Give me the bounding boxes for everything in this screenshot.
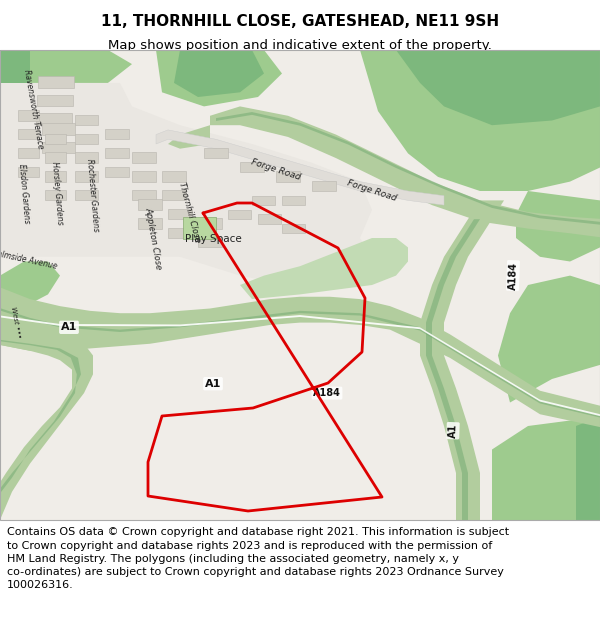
Bar — [45, 152, 66, 162]
Text: Forge Road: Forge Road — [250, 158, 302, 182]
Bar — [45, 134, 66, 144]
Bar — [18, 110, 39, 121]
Bar — [75, 115, 98, 125]
Bar — [75, 134, 98, 144]
Polygon shape — [0, 261, 60, 304]
Bar — [132, 190, 156, 201]
Polygon shape — [0, 328, 93, 520]
Bar — [282, 196, 305, 205]
Bar — [75, 171, 98, 182]
Bar — [183, 217, 216, 239]
Bar — [198, 218, 222, 229]
Polygon shape — [0, 285, 600, 428]
Polygon shape — [576, 417, 600, 520]
Text: Horsley Gardens: Horsley Gardens — [50, 161, 64, 225]
Bar — [168, 228, 192, 238]
Polygon shape — [492, 417, 600, 520]
Text: Holmside Avenue: Holmside Avenue — [0, 248, 58, 271]
Bar — [132, 152, 156, 162]
Text: Forge Road: Forge Road — [346, 179, 398, 203]
Bar — [240, 162, 264, 172]
Text: A184: A184 — [313, 388, 341, 398]
Text: Contains OS data © Crown copyright and database right 2021. This information is : Contains OS data © Crown copyright and d… — [7, 528, 509, 590]
Bar — [276, 171, 300, 182]
Bar — [75, 190, 98, 201]
Polygon shape — [516, 191, 600, 261]
Bar — [282, 224, 305, 233]
Bar — [37, 94, 73, 106]
Bar — [105, 129, 129, 139]
Text: Ravensworth Terrace: Ravensworth Terrace — [22, 68, 44, 149]
Text: Map shows position and indicative extent of the property.: Map shows position and indicative extent… — [108, 39, 492, 52]
Text: Rochester Gardens: Rochester Gardens — [85, 159, 101, 232]
Text: A1: A1 — [61, 322, 77, 332]
Polygon shape — [174, 50, 264, 97]
Text: 11, THORNHILL CLOSE, GATESHEAD, NE11 9SH: 11, THORNHILL CLOSE, GATESHEAD, NE11 9SH — [101, 14, 499, 29]
Bar — [258, 214, 281, 224]
Bar — [18, 129, 39, 139]
Bar — [204, 148, 228, 158]
Bar — [198, 237, 222, 248]
Polygon shape — [0, 88, 372, 285]
Text: Appleton Close: Appleton Close — [143, 206, 163, 270]
Polygon shape — [0, 339, 81, 501]
Polygon shape — [0, 314, 600, 418]
Polygon shape — [216, 112, 600, 225]
Polygon shape — [498, 276, 600, 402]
Bar — [312, 181, 336, 191]
Polygon shape — [0, 50, 132, 106]
Text: Play Space: Play Space — [185, 234, 241, 244]
Text: A1: A1 — [205, 379, 221, 389]
Polygon shape — [378, 50, 600, 125]
Bar — [45, 190, 66, 201]
Bar — [105, 148, 129, 158]
Bar — [38, 76, 74, 88]
Text: Thornhill Close: Thornhill Close — [176, 181, 202, 243]
Bar — [18, 166, 39, 177]
Polygon shape — [168, 106, 600, 238]
Polygon shape — [420, 201, 504, 520]
Text: Elsdon Gardens: Elsdon Gardens — [17, 163, 31, 224]
Bar — [75, 152, 98, 162]
Bar — [138, 199, 162, 210]
Bar — [162, 171, 186, 182]
Bar — [252, 196, 275, 205]
Bar — [36, 114, 72, 125]
Bar — [132, 171, 156, 182]
Bar — [42, 142, 75, 153]
Polygon shape — [426, 219, 480, 520]
Bar — [105, 166, 129, 177]
Text: A1: A1 — [448, 423, 458, 438]
Polygon shape — [0, 50, 600, 520]
Bar — [228, 210, 251, 219]
Polygon shape — [240, 238, 408, 299]
Polygon shape — [156, 50, 282, 106]
Text: A184: A184 — [508, 261, 518, 290]
Polygon shape — [0, 306, 600, 419]
Polygon shape — [0, 83, 372, 257]
Polygon shape — [360, 50, 600, 191]
Polygon shape — [0, 50, 30, 83]
Bar — [138, 218, 162, 229]
Bar — [168, 209, 192, 219]
Bar — [45, 171, 66, 182]
Text: West •••: West ••• — [10, 306, 22, 339]
Bar — [162, 190, 186, 201]
Bar — [42, 123, 75, 134]
Polygon shape — [156, 130, 444, 205]
Bar — [18, 148, 39, 158]
